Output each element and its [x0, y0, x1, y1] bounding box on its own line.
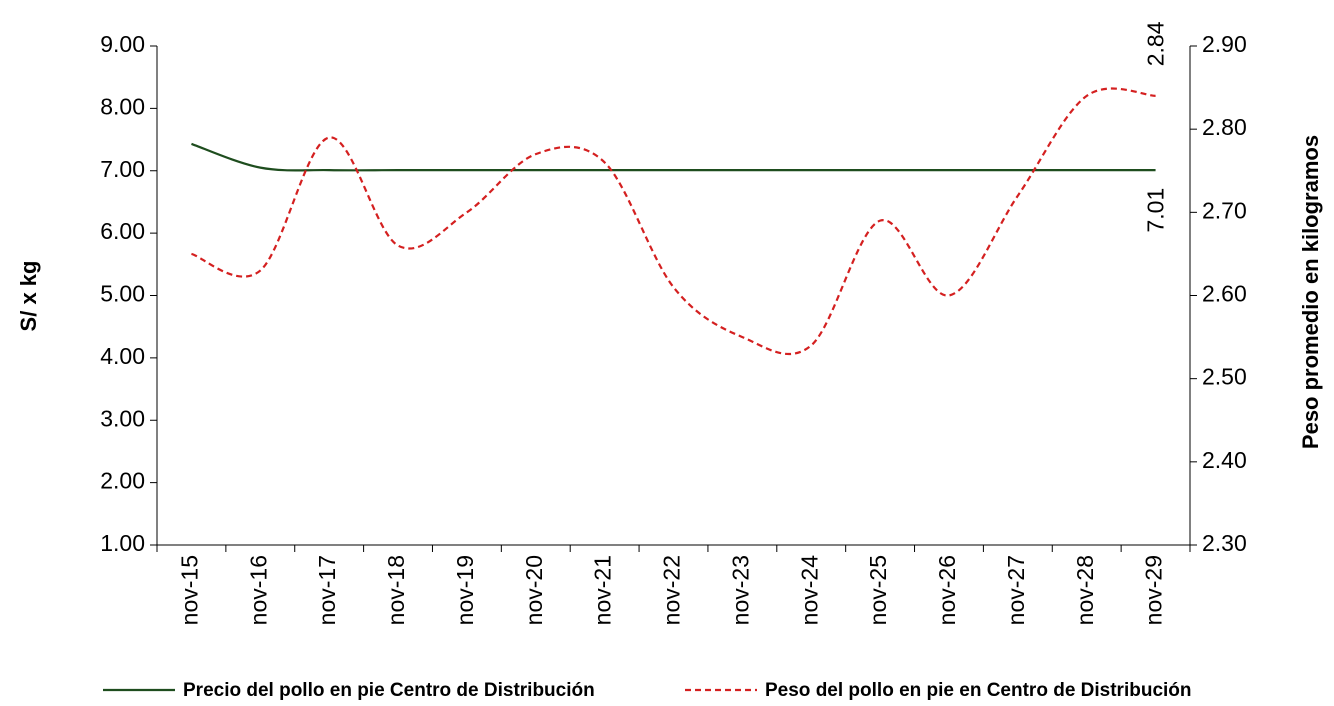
y2-tick-label: 2.40 — [1202, 447, 1247, 473]
x-tick-label: nov-27 — [1003, 555, 1029, 625]
y-tick-label: 4.00 — [100, 343, 145, 369]
x-tick-label: nov-28 — [1072, 555, 1098, 625]
y2-axis-title: Peso promedio en kilogramos — [1298, 135, 1323, 449]
x-tick-label: nov-22 — [659, 555, 685, 625]
y-tick-label: 9.00 — [100, 31, 145, 57]
value-label: 2.84 — [1143, 21, 1169, 66]
y-tick-label: 2.00 — [100, 468, 145, 494]
series-line — [191, 142, 1156, 172]
x-tick-label: nov-26 — [934, 555, 960, 625]
y2-tick-label: 2.80 — [1202, 114, 1247, 140]
y2-tick-label: 2.30 — [1202, 530, 1247, 556]
value-label: 7.01 — [1143, 188, 1169, 233]
x-tick-label: nov-19 — [452, 555, 478, 625]
y-tick-label: 6.00 — [100, 218, 145, 244]
x-tick-label: nov-23 — [727, 555, 753, 625]
series-line — [191, 87, 1156, 356]
y2-tick-label: 2.60 — [1202, 281, 1247, 307]
y2-tick-label: 2.50 — [1202, 364, 1247, 390]
x-tick-label: nov-25 — [865, 555, 891, 625]
x-tick-label: nov-17 — [314, 555, 340, 625]
y-tick-label: 8.00 — [100, 93, 145, 119]
y2-tick-label: 2.70 — [1202, 197, 1247, 223]
x-tick-label: nov-29 — [1141, 555, 1167, 625]
x-tick-label: nov-21 — [590, 555, 616, 625]
y-axis-title: S/ x kg — [16, 261, 41, 332]
x-tick-label: nov-24 — [796, 555, 822, 626]
x-tick-label: nov-15 — [177, 555, 203, 625]
y-tick-label: 1.00 — [100, 530, 145, 556]
y-tick-label: 7.00 — [100, 156, 145, 182]
x-tick-label: nov-18 — [383, 555, 409, 625]
legend-label: Peso del pollo en pie en Centro de Distr… — [765, 680, 1192, 701]
y2-tick-label: 2.90 — [1202, 31, 1247, 57]
legend-label: Precio del pollo en pie Centro de Distri… — [183, 680, 595, 701]
x-tick-label: nov-16 — [245, 555, 271, 625]
y-tick-label: 5.00 — [100, 281, 145, 307]
y-tick-label: 3.00 — [100, 405, 145, 431]
x-tick-label: nov-20 — [521, 555, 547, 625]
